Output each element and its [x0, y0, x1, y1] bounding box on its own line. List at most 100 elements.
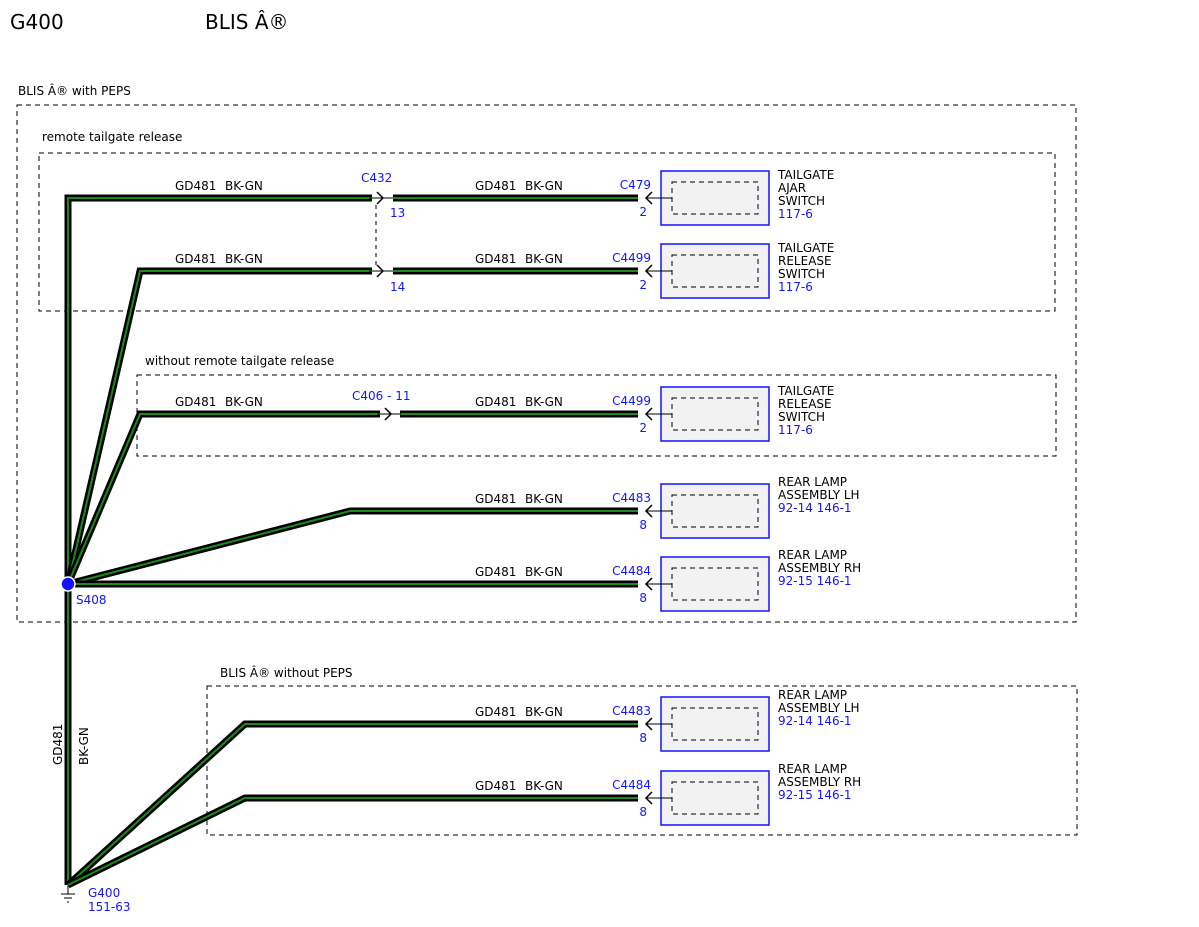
- component-name: REAR LAMP: [778, 548, 847, 562]
- component-box[interactable]: [660, 770, 770, 826]
- connector-label: C4483: [612, 704, 651, 718]
- component-ref-link[interactable]: 92-14 146-1: [778, 501, 852, 515]
- component-name: SWITCH: [778, 410, 825, 424]
- connector-arrow-icon: [644, 577, 653, 591]
- ground-label: G400: [88, 886, 120, 900]
- wire-label-10-circuit: GD481: [475, 779, 516, 793]
- components: C4792TAILGATEAJARSWITCH117-6C44992TAILGA…: [612, 168, 861, 826]
- wire-label-5-circuit: GD481: [175, 395, 216, 409]
- component-name: ASSEMBLY LH: [778, 488, 860, 502]
- component-name: REAR LAMP: [778, 688, 847, 702]
- wire-label-9-circuit: GD481: [475, 705, 516, 719]
- wire-c406-in[interactable]: [64, 410, 380, 586]
- wire-label-1-circuit: GD481: [175, 179, 216, 193]
- ground-wire-color: BK-GN: [77, 727, 91, 765]
- wire-c432-13-in[interactable]: [64, 194, 372, 584]
- component-box[interactable]: [660, 483, 770, 539]
- component-ref-link[interactable]: 117-6: [778, 207, 813, 221]
- wire-label-9-color: BK-GN: [525, 705, 563, 719]
- wire-label-2-circuit: GD481: [475, 179, 516, 193]
- wire-label-3-color: BK-GN: [225, 252, 263, 266]
- connector-label: C4484: [612, 778, 651, 792]
- component-ref-link[interactable]: 117-6: [778, 280, 813, 294]
- wire-label-4-color: BK-GN: [525, 252, 563, 266]
- connector-arrow-icon: [644, 791, 653, 805]
- wire-label-8-color: BK-GN: [525, 565, 563, 579]
- component-name: ASSEMBLY RH: [778, 775, 861, 789]
- component-ref-link[interactable]: 92-14 146-1: [778, 714, 852, 728]
- component-name: RELEASE: [778, 397, 832, 411]
- wire-c4483-peps[interactable]: [67, 507, 638, 588]
- group-with-peps: [16, 104, 1077, 623]
- system-title: BLIS Â®: [205, 10, 289, 34]
- wire-label-7-color: BK-GN: [525, 492, 563, 506]
- wire-label-8-circuit: GD481: [475, 565, 516, 579]
- wires: GD481 BK-GN GD481 BK-GN GD481 BK-GN GD481 BK-GN…: [64, 179, 638, 889]
- connector-pin: 8: [639, 518, 647, 532]
- component-ref-link[interactable]: 117-6: [778, 423, 813, 437]
- wire-c4484-nopeps[interactable]: [66, 794, 638, 889]
- wire-label-10-color: BK-GN: [525, 779, 563, 793]
- wire-label-6-circuit: GD481: [475, 395, 516, 409]
- wire-label-2-color: BK-GN: [525, 179, 563, 193]
- connector-pin: 2: [639, 278, 647, 292]
- connector-label: C4499: [612, 251, 651, 265]
- c406-label: C406 - 11: [352, 389, 411, 403]
- ground-title: G400: [10, 10, 64, 34]
- wire-label-7-circuit: GD481: [475, 492, 516, 506]
- component-name: ASSEMBLY LH: [778, 701, 860, 715]
- component-ref-link[interactable]: 92-15 146-1: [778, 574, 852, 588]
- splice-label: S408: [76, 593, 107, 607]
- connector-label: C4484: [612, 564, 651, 578]
- component-name: REAR LAMP: [778, 475, 847, 489]
- splice-s408[interactable]: [60, 576, 76, 592]
- connector-pin: 2: [639, 421, 647, 435]
- component-ref-link[interactable]: 92-15 146-1: [778, 788, 852, 802]
- connector-label: C479: [620, 178, 651, 192]
- group-label-remote: remote tailgate release: [42, 130, 182, 144]
- connector-label: C4483: [612, 491, 651, 505]
- c432-pin-14: 14: [390, 280, 405, 294]
- component-name: TAILGATE: [777, 384, 834, 398]
- connector-label: C4499: [612, 394, 651, 408]
- wire-label-4-circuit: GD481: [475, 252, 516, 266]
- group-label-without-peps: BLIS Â® without PEPS: [220, 665, 353, 680]
- connector-arrow-icon: [644, 191, 653, 205]
- component-name: TAILGATE: [777, 168, 834, 182]
- component-box[interactable]: [660, 386, 770, 442]
- wire-label-3-circuit: GD481: [175, 252, 216, 266]
- component-box[interactable]: [660, 170, 770, 226]
- group-label-with-peps: BLIS Â® with PEPS: [18, 83, 131, 98]
- c432-pin-13: 13: [390, 206, 405, 220]
- component-box[interactable]: [660, 556, 770, 612]
- wire-c4483-nopeps[interactable]: [65, 720, 638, 888]
- component-box[interactable]: [660, 243, 770, 299]
- connector-arrow-icon: [644, 407, 653, 421]
- connector-arrow-icon: [644, 504, 653, 518]
- ground-icon: [61, 885, 75, 903]
- component-name: REAR LAMP: [778, 762, 847, 776]
- wire-c432-14-in[interactable]: [64, 267, 372, 585]
- connector-pin: 8: [639, 591, 647, 605]
- group-without-remote-tailgate: [136, 374, 1057, 457]
- connector-pin: 8: [639, 805, 647, 819]
- c432-label: C432: [361, 171, 392, 185]
- component-name: ASSEMBLY RH: [778, 561, 861, 575]
- component-box[interactable]: [660, 696, 770, 752]
- connector-pin: 8: [639, 731, 647, 745]
- connector-arrow-icon: [644, 264, 653, 278]
- component-name: RELEASE: [778, 254, 832, 268]
- wire-label-5-color: BK-GN: [225, 395, 263, 409]
- connector-pin: 2: [639, 205, 647, 219]
- ground-wire-circuit: GD481: [51, 724, 65, 765]
- wire-label-1-color: BK-GN: [225, 179, 263, 193]
- group-label-without-remote: without remote tailgate release: [145, 354, 334, 368]
